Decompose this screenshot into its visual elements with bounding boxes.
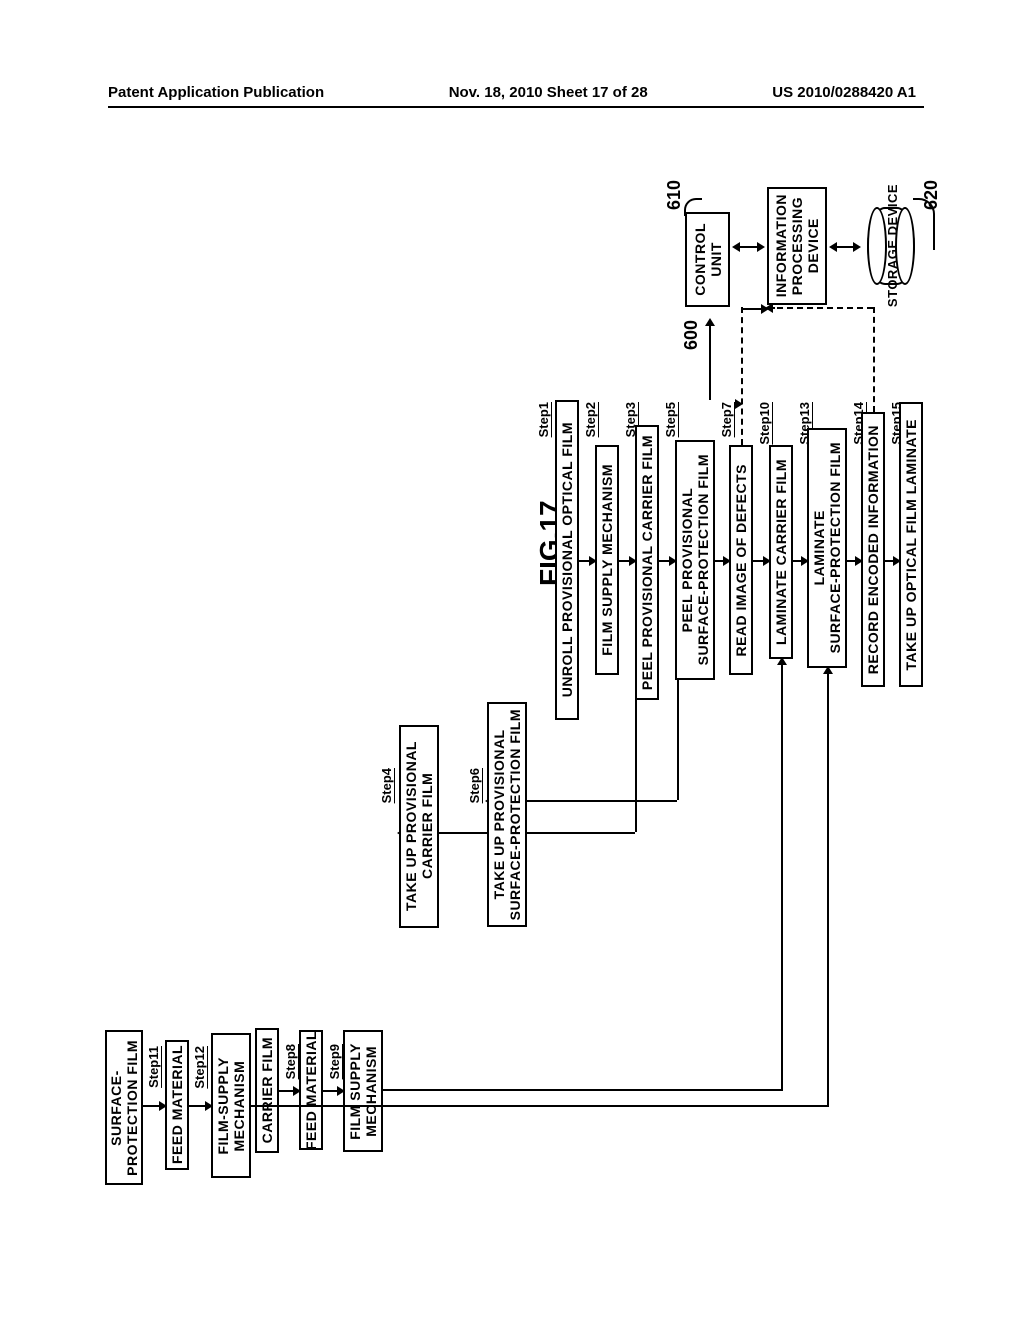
box-laminate-surface: LAMINATE SURFACE-PROTECTION FILM: [807, 428, 847, 668]
leader-610: [684, 198, 702, 216]
arrow-s11: [143, 1105, 165, 1107]
step-8-label: Step8: [283, 1044, 298, 1079]
box-carrier-film: CARRIER FILM: [255, 1028, 279, 1153]
step-6-label: Step6: [467, 768, 482, 803]
arrow-s5: [659, 560, 675, 562]
step-7-label: Step7: [719, 402, 734, 437]
arrow-s7-to-info: [741, 308, 767, 310]
arrow-into-s10: [781, 659, 783, 667]
step-2-label: Step2: [583, 402, 598, 437]
header-right: US 2010/0288420 A1: [772, 84, 916, 101]
line-to-s6-v: [677, 680, 679, 800]
box-takeup-surface: TAKE UP PROVISIONAL SURFACE-PROTECTION F…: [487, 702, 527, 927]
line-to-s4-v: [635, 700, 637, 832]
arrow-600-up: [709, 320, 711, 400]
ref-600: 600: [681, 320, 702, 350]
box-feed-material-left: FEED MATERIAL: [165, 1040, 189, 1170]
header-left: Patent Application Publication: [108, 84, 324, 101]
header-center: Nov. 18, 2010 Sheet 17 of 28: [449, 84, 648, 101]
arrow-info-storage: [831, 246, 859, 248]
dash-s14-v: [873, 307, 875, 412]
line-sp-to-s13-v: [827, 668, 829, 1105]
arrow-s8: [279, 1090, 299, 1092]
step-9-label: Step9: [327, 1044, 342, 1079]
flowchart-diagram: SURFACE- PROTECTION FILM Step11 FEED MAT…: [105, 180, 854, 1260]
arrow-into-s13: [827, 668, 829, 676]
ref-610: 610: [664, 180, 685, 210]
arrow-control-info: [734, 246, 763, 248]
line-sp-to-s13-h: [251, 1105, 829, 1107]
arrow-s15: [885, 560, 899, 562]
box-peel-surface: PEEL PROVISIONAL SURFACE-PROTECTION FILM: [675, 440, 715, 680]
box-takeup-carrier: TAKE UP PROVISIONAL CARRIER FILM: [399, 725, 439, 928]
arrow-s3: [619, 560, 635, 562]
step-4-label: Step4: [379, 768, 394, 803]
storage-label-wrap: STORAGE DEVICE: [875, 210, 909, 282]
step-11-label: Step11: [146, 1046, 161, 1088]
dash-s14-h: [767, 307, 873, 309]
step-5-label: Step5: [663, 402, 678, 437]
box-control-unit: CONTROL UNIT: [685, 212, 730, 307]
box-unroll: UNROLL PROVISIONAL OPTICAL FILM: [555, 400, 579, 720]
box-read-image: READ IMAGE OF DEFECTS: [729, 445, 753, 675]
line-carrier-to-s10-v: [781, 659, 783, 1089]
arrow-s10: [753, 560, 769, 562]
arrow-s14: [847, 560, 861, 562]
arrow-s14-to-info: [767, 307, 775, 309]
arrow-s7: [715, 560, 729, 562]
dash-s7-v: [741, 307, 743, 445]
header-rule: [108, 106, 924, 108]
box-film-supply-right: FILM SUPPLY MECHANISM: [343, 1030, 383, 1152]
box-laminate-carrier: LAMINATE CARRIER FILM: [769, 445, 793, 659]
box-peel-carrier: PEEL PROVISIONAL CARRIER FILM: [635, 425, 659, 700]
leader-620: [913, 198, 935, 250]
arrow-s12: [189, 1105, 211, 1107]
step-1-label: Step1: [536, 402, 551, 437]
box-takeup-laminate: TAKE UP OPTICAL FILM LAMINATE: [899, 402, 923, 687]
box-info-processing: INFORMATION PROCESSING DEVICE: [767, 187, 827, 305]
step-12-label: Step12: [192, 1046, 207, 1089]
step-10-label: Step10: [757, 402, 772, 445]
box-film-supply-left: FILM-SUPPLY MECHANISM: [211, 1033, 251, 1178]
arrow-s2: [579, 560, 595, 562]
box-feed-material-right: FEED MATERIAL: [299, 1030, 323, 1150]
line-carrier-to-s10-h: [383, 1089, 783, 1091]
box-surface-protection-film: SURFACE- PROTECTION FILM: [105, 1030, 143, 1185]
box-film-supply-center: FILM SUPPLY MECHANISM: [595, 445, 619, 675]
arrow-s9: [323, 1090, 343, 1092]
page-header: Patent Application Publication Nov. 18, …: [0, 84, 1024, 101]
box-record: RECORD ENCODED INFORMATION: [861, 412, 885, 687]
arrow-s13: [793, 560, 807, 562]
